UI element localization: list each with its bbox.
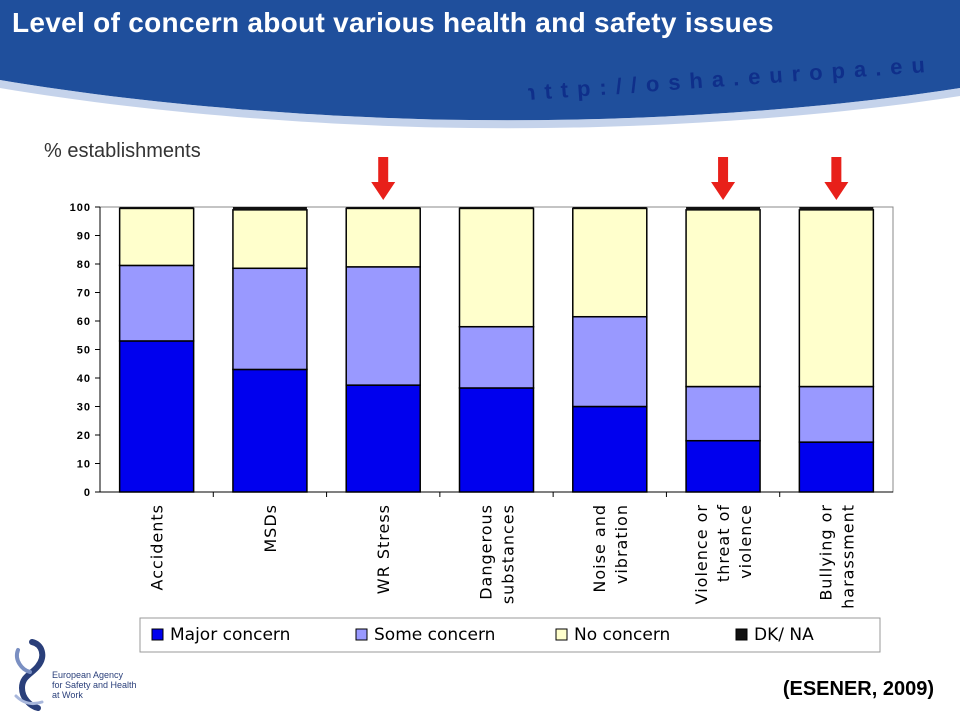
y-tick-label: 10 xyxy=(77,459,91,471)
header-swoosh xyxy=(0,0,960,121)
legend-swatch xyxy=(355,628,368,641)
legend-swatch xyxy=(555,628,568,641)
x-tick-label-line: threat of xyxy=(714,504,733,582)
bar-segment-some-concern xyxy=(118,264,195,342)
header-swoosh-light xyxy=(0,80,960,129)
x-tick-label-line: substances xyxy=(499,504,518,604)
y-tick-label: 70 xyxy=(77,288,91,300)
logo-line: European Agency xyxy=(52,670,124,680)
y-tick-label: 50 xyxy=(77,345,91,357)
bar-segment-major-concern xyxy=(798,441,875,493)
y-tick-label: 30 xyxy=(77,402,91,414)
bar-segment-major-concern xyxy=(685,439,761,493)
y-axis-title: % establishments xyxy=(44,140,201,162)
legend-swatch xyxy=(151,628,164,641)
x-tick-label-line: Noise and xyxy=(590,504,609,593)
agency-logo-text: European Agency for Safety and Health at… xyxy=(52,670,162,700)
agency-logo-icon xyxy=(14,639,46,711)
x-tick-label: WR Stress xyxy=(374,504,393,594)
legend-label: Some concern xyxy=(374,625,495,645)
bar-segment-no-concern xyxy=(458,207,535,328)
x-tick-label: Bullying or harassment xyxy=(816,504,857,609)
bar-segment-some-concern xyxy=(798,385,875,443)
bar-segment-some-concern xyxy=(232,267,308,371)
logo-line: at Work xyxy=(52,690,83,700)
bar-segment-major-concern xyxy=(458,387,535,493)
x-tick-label: Violence or threat of violence xyxy=(692,504,755,604)
bar-segment-some-concern xyxy=(458,325,535,389)
legend-label: No concern xyxy=(574,625,670,645)
legend-box xyxy=(139,617,881,653)
y-tick-label: 40 xyxy=(77,373,91,385)
x-tick-label-line: violence xyxy=(736,504,755,579)
bar-segment-some-concern xyxy=(685,385,761,442)
y-tick-label: 20 xyxy=(77,430,91,442)
bar-segment-major-concern xyxy=(345,384,421,493)
legend-label: DK/ NA xyxy=(754,625,814,645)
bar-segment-no-concern xyxy=(685,209,761,388)
x-tick-label: Noise and vibration xyxy=(590,504,631,593)
x-tick-label-line: Dangerous xyxy=(477,504,496,600)
y-tick-label: 80 xyxy=(77,259,91,271)
y-tick-label: 0 xyxy=(84,487,91,499)
header-banner xyxy=(0,0,960,129)
highlight-arrow-icon xyxy=(711,157,736,200)
bar-segment-no-concern xyxy=(798,209,875,388)
bar-segment-major-concern xyxy=(572,405,648,493)
bar-segment-no-concern xyxy=(345,207,421,268)
highlight-arrow-icon xyxy=(824,157,849,200)
x-tick-label-line: Bullying or xyxy=(816,504,835,601)
x-tick-label: Dangerous substances xyxy=(477,504,518,604)
x-tick-label-line: harassment xyxy=(838,504,857,609)
bar-segment-dk-na xyxy=(232,207,307,210)
x-tick-label-line: Violence or xyxy=(692,504,711,604)
bar-segment-dk-na xyxy=(686,207,761,210)
y-tick-label: 100 xyxy=(70,202,91,214)
source-citation: (ESENER, 2009) xyxy=(782,678,934,700)
bar-segment-dk-na xyxy=(572,207,647,209)
bar-segment-major-concern xyxy=(118,340,195,493)
highlight-arrow-icon xyxy=(371,157,396,200)
x-tick-label: Accidents xyxy=(148,504,167,590)
logo-line: for Safety and Health xyxy=(52,680,137,690)
bar-segment-major-concern xyxy=(232,368,308,493)
x-tick-label-line: vibration xyxy=(612,504,631,584)
page-title: Level of concern about various health an… xyxy=(12,7,774,38)
bar-segment-dk-na xyxy=(346,207,421,209)
x-tick-label-line: Accidents xyxy=(148,504,167,590)
x-tick-label-line: WR Stress xyxy=(374,504,393,594)
bar-segment-dk-na xyxy=(459,207,534,209)
bar-segment-dk-na xyxy=(119,207,194,209)
agency-url[interactable]: http://osha.europa.eu xyxy=(528,50,928,110)
x-tick-label-line: MSDs xyxy=(261,504,280,553)
y-tick-label: 60 xyxy=(77,316,91,328)
legend-swatch xyxy=(735,628,748,641)
bar-segment-no-concern xyxy=(572,207,648,318)
y-tick-label: 90 xyxy=(77,231,91,243)
bar-segment-some-concern xyxy=(345,266,421,386)
bar-segment-no-concern xyxy=(118,207,195,267)
legend-label: Major concern xyxy=(170,625,290,645)
bar-segment-no-concern xyxy=(232,209,308,270)
bar-segment-some-concern xyxy=(572,315,648,408)
x-tick-label: MSDs xyxy=(261,504,280,553)
bar-segment-dk-na xyxy=(799,207,874,210)
